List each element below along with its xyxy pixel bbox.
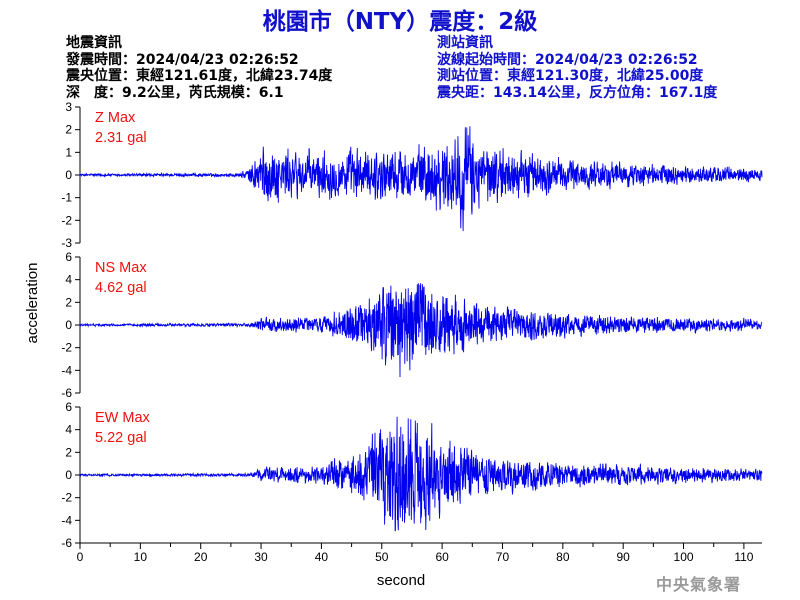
- y-tick-label: -2: [61, 213, 72, 227]
- x-axis-title: second: [377, 572, 425, 589]
- x-tick-label: 100: [674, 550, 694, 564]
- origin-time: 發震時間：2024/04/23 02:26:52: [66, 51, 299, 68]
- y-tick-label: 2: [65, 295, 72, 309]
- panel-z: 3 2 1 0 -1 -2 -3 Z Max 2.31 gal: [61, 100, 763, 250]
- y-tick-label: -2: [61, 341, 72, 355]
- waveform-trace: [79, 283, 763, 378]
- depth-magnitude: 深 度：9.2公里，芮氏規模：6.1: [66, 84, 284, 101]
- y-tick-label: 4: [65, 273, 72, 287]
- y-tick-label: 0: [65, 168, 72, 182]
- max-value: 4.62 gal: [95, 280, 147, 296]
- y-tick-label: 1: [65, 145, 72, 159]
- y-tick-label: -2: [61, 491, 72, 505]
- x-tick-label: 110: [734, 550, 753, 564]
- max-label: Z Max: [95, 110, 136, 126]
- y-tick-label: -3: [61, 236, 72, 250]
- y-tick-label: 2: [65, 123, 72, 137]
- max-label: NS Max: [95, 260, 147, 276]
- x-tick-label: 90: [617, 550, 631, 564]
- y-tick-label: 3: [65, 100, 72, 114]
- waveform-trace: [79, 416, 763, 532]
- y-tick-label: 0: [65, 318, 72, 332]
- y-axis-title: acceleration: [24, 263, 41, 344]
- y-tick-label: 2: [65, 445, 72, 459]
- station-info-heading: 測站資訊: [437, 35, 493, 51]
- event-info-heading: 地震資訊: [66, 35, 122, 51]
- x-tick-label: 40: [315, 550, 329, 564]
- agency-watermark: 中央氣象署: [656, 575, 742, 594]
- x-tick-label: 70: [496, 550, 510, 564]
- station-location: 測站位置：東經121.30度，北緯25.00度: [437, 68, 704, 84]
- y-tick-label: -4: [61, 513, 72, 527]
- x-tick-label: 50: [375, 550, 389, 564]
- panel-ew: 6 4 2 0 -2 -4 -6 EW Max 5.22 gal: [61, 400, 763, 550]
- waveform-trace: [79, 126, 763, 232]
- x-tick-label: 10: [134, 550, 148, 564]
- x-tick-label: 80: [556, 550, 570, 564]
- x-tick-label: 60: [435, 550, 449, 564]
- y-tick-label: -1: [61, 191, 72, 205]
- y-tick-label: 6: [65, 400, 72, 414]
- max-value: 5.22 gal: [95, 430, 147, 446]
- max-label: EW Max: [95, 410, 151, 426]
- panel-ns: 6 4 2 0 -2 -4 -6 NS Max 4.62 gal: [61, 250, 763, 400]
- y-tick-label: -4: [61, 363, 72, 377]
- epicenter: 震央位置：東經121.61度，北緯23.74度: [66, 68, 333, 84]
- y-tick-label: 0: [65, 468, 72, 482]
- station-info: 測站資訊 波線起始時間：2024/04/23 02:26:52 測站位置：東經121…: [437, 35, 717, 101]
- x-tick-label: 30: [254, 550, 268, 564]
- x-tick-label: 0: [77, 550, 84, 564]
- y-tick-label: 4: [65, 423, 72, 437]
- distance-azimuth: 震央距：143.14公里，反方位角：167.1度: [437, 84, 718, 101]
- wave-start-time: 波線起始時間：2024/04/23 02:26:52: [437, 51, 698, 68]
- y-tick-label: 6: [65, 250, 72, 264]
- x-tick-label: 20: [194, 550, 208, 564]
- chart-title: 桃園市（NTY）震度：2級: [262, 9, 538, 35]
- y-tick-label: -6: [61, 536, 72, 550]
- max-value: 2.31 gal: [95, 130, 147, 146]
- event-info: 地震資訊 發震時間：2024/04/23 02:26:52 震央位置：東經121.6…: [66, 35, 332, 101]
- y-tick-label: -6: [61, 386, 72, 400]
- x-axis: 0 10 20 30 40 50 60 70 80 90 100 110: [77, 542, 762, 564]
